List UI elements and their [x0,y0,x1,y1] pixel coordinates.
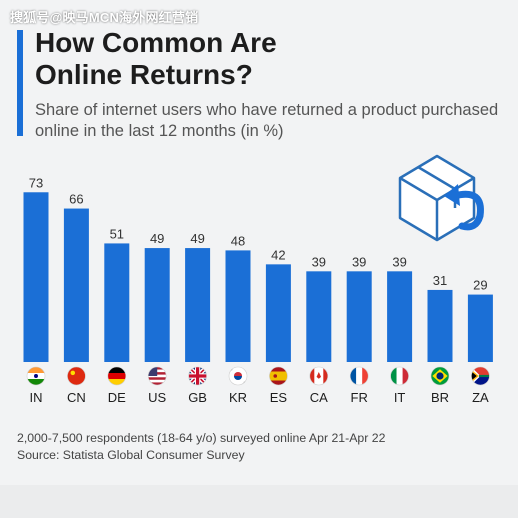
bar-za [467,294,493,362]
category-label-cn: CN [67,390,86,405]
india-flag-icon [26,366,46,386]
category-label-kr: KR [229,390,247,405]
value-label-gb: 49 [190,231,204,246]
value-label-es: 42 [271,247,285,262]
return-box-icon [398,154,484,242]
value-label-ca: 39 [312,254,326,269]
category-label-br: BR [431,390,449,405]
chart-footer: 2,000-7,500 respondents (18-64 y/o) surv… [17,430,385,464]
value-label-za: 29 [473,278,487,293]
value-label-kr: 48 [231,233,245,248]
value-label-us: 49 [150,231,164,246]
survey-note: 2,000-7,500 respondents (18-64 y/o) surv… [17,431,386,445]
category-label-us: US [148,390,166,405]
watermark: 搜狐号@映马MCN海外网红营销 [10,10,199,25]
italy-flag-icon [390,366,409,386]
category-label-gb: GB [188,390,207,405]
value-label-in: 73 [29,175,43,190]
category-label-de: DE [108,390,126,405]
bar-fr [346,271,372,362]
category-label-it: IT [394,390,406,405]
bar-gb [185,248,211,362]
bottom-strip [0,485,518,518]
bar-ca [306,271,332,362]
bar-us [144,248,170,362]
uk-flag-icon [188,366,207,386]
bars-group [23,192,493,362]
canada-flag-icon [309,366,329,386]
china-flag-icon [67,366,86,386]
germany-flag-icon [107,366,127,386]
category-label-za: ZA [472,390,489,405]
france-flag-icon [349,366,369,386]
bar-de [104,243,130,362]
south-africa-flag-icon [471,366,490,386]
value-label-br: 31 [433,273,447,288]
bar-in [23,192,49,362]
value-label-cn: 66 [69,192,83,207]
category-label-in: IN [30,390,43,405]
bar-es [265,264,291,362]
value-label-de: 51 [110,226,124,241]
bar-cn [63,208,89,362]
korea-flag-icon [228,366,248,386]
values-group: 73 66 51 49 49 48 42 39 39 39 31 29 [29,175,488,292]
bar-it [387,271,413,362]
chart-title: How Common Are Online Returns? [35,27,277,90]
category-label-fr: FR [351,390,368,405]
title-accent-bar [17,30,23,136]
labels-group: IN CN DE US GB KR ES CA FR IT BR ZA [30,390,490,405]
chart-subtitle: Share of internet users who have returne… [35,101,499,140]
bar-br [427,289,453,362]
value-label-fr: 39 [352,254,366,269]
category-label-es: ES [270,390,288,405]
flags-group [26,366,490,386]
spain-flag-icon [269,366,288,386]
bar-chart: 73 66 51 49 49 48 42 39 39 39 31 29 IN CN DE US GB KR ES C… [23,175,493,405]
category-label-ca: CA [310,390,328,405]
source-note: Source: Statista Global Consumer Survey [17,448,245,462]
value-label-it: 39 [392,254,406,269]
us-flag-icon [147,366,167,386]
brazil-flag-icon [430,366,450,386]
bar-kr [225,250,251,362]
